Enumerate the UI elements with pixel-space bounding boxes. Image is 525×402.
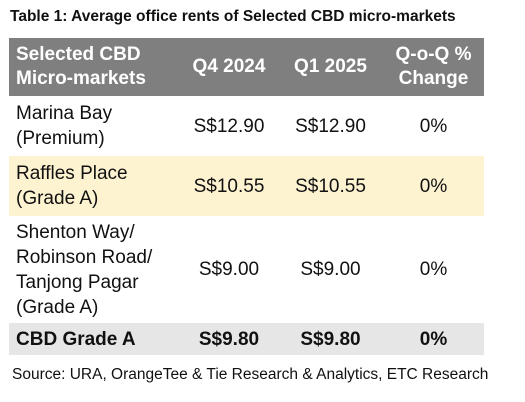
- market-cell: Raffles Place (Grade A): [9, 156, 180, 216]
- q4-2024-cell: S$10.55: [180, 156, 278, 216]
- change-cell: 0%: [383, 323, 484, 355]
- table-row: Raffles Place (Grade A) S$10.55 S$10.55 …: [9, 156, 484, 216]
- q4-2024-cell: S$12.90: [193, 115, 265, 137]
- header-q4-2024: Q4 2024: [180, 38, 278, 96]
- header-row: Selected CBD Micro-markets Q4 2024 Q1 20…: [9, 38, 484, 96]
- market-cell: Marina Bay (Premium): [16, 103, 113, 149]
- table-row: Marina Bay (Premium) S$12.90 S$12.90 0%: [9, 96, 484, 156]
- q4-2024-cell: S$9.00: [198, 259, 260, 280]
- change-cell: 0%: [383, 156, 484, 216]
- header-q1-2025: Q1 2025: [278, 38, 383, 96]
- table-row-total: CBD Grade A S$9.80 S$9.80 0%: [9, 323, 484, 355]
- header-micro-markets: Selected CBD Micro-markets: [9, 38, 180, 96]
- q1-2025-cell: S$9.80: [278, 323, 383, 355]
- q1-2025-cell: S$9.00: [300, 259, 361, 280]
- q1-2025-cell: S$12.90: [295, 115, 366, 137]
- table-row: Shenton Way/ Robinson Road/ Tanjong Paga…: [9, 216, 484, 323]
- market-cell: CBD Grade A: [9, 323, 180, 355]
- change-cell: 0%: [419, 259, 448, 280]
- header-qoq-change: Q-o-Q % Change: [383, 38, 484, 96]
- q4-2024-cell: S$9.80: [180, 323, 278, 355]
- market-cell: Shenton Way/ Robinson Road/ Tanjong Paga…: [16, 221, 153, 318]
- table-title: Table 1: Average office rents of Selecte…: [10, 8, 456, 25]
- rents-table: Selected CBD Micro-markets Q4 2024 Q1 20…: [9, 38, 484, 355]
- source-note: Source: URA, OrangeTee & Tie Research & …: [12, 366, 489, 383]
- q1-2025-cell: S$10.55: [278, 156, 383, 216]
- change-cell: 0%: [419, 115, 448, 137]
